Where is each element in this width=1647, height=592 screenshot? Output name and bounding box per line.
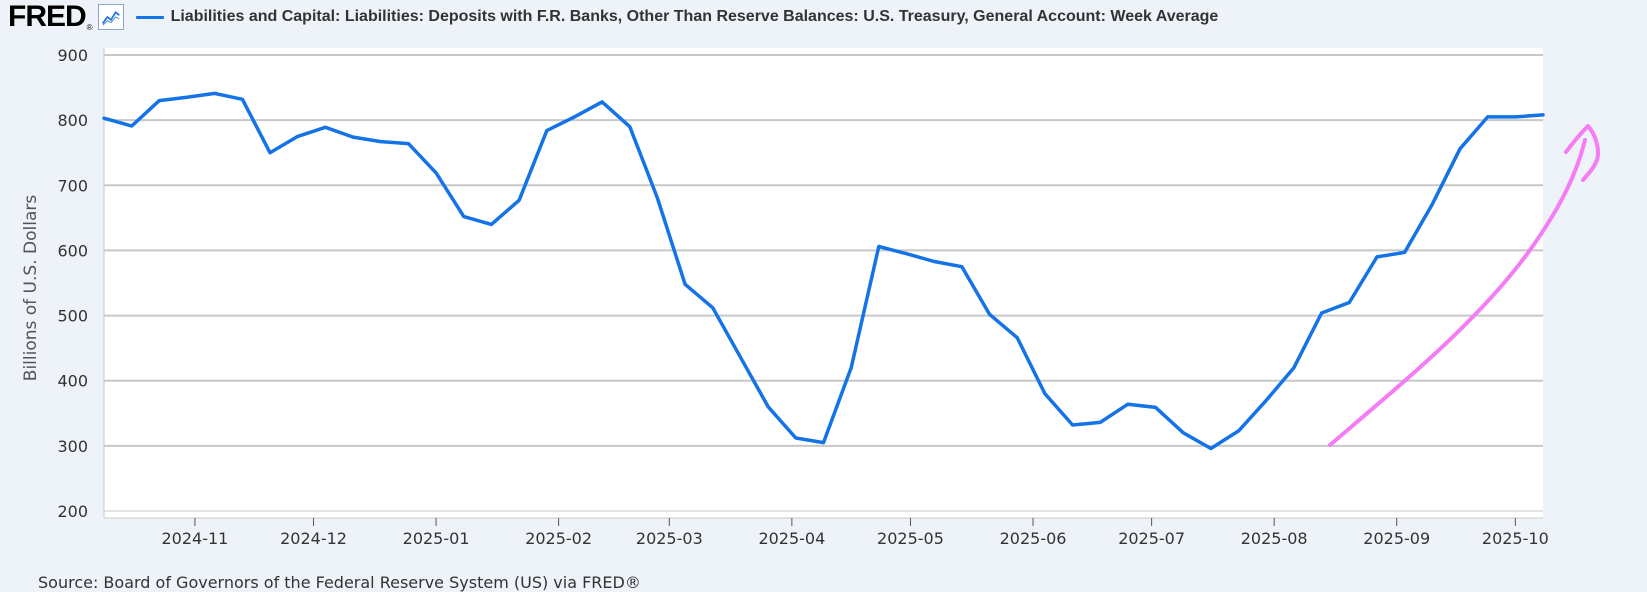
data-point-2025-02-12[interactable]	[600, 100, 604, 104]
x-tick-label-2024-12: 2024-12	[280, 529, 347, 548]
data-point-2024-11-27[interactable]	[296, 134, 300, 138]
data-point-2024-11-20[interactable]	[268, 151, 272, 155]
data-point-2025-04-23[interactable]	[877, 245, 881, 248]
data-point-2024-12-11[interactable]	[351, 135, 355, 139]
data-point-2025-07-02[interactable]	[1154, 405, 1158, 409]
data-point-2025-08-13[interactable]	[1320, 311, 1324, 315]
fred-logo-text: FRED	[8, 0, 87, 33]
data-point-2025-07-09[interactable]	[1181, 431, 1185, 435]
data-point-2025-10-08[interactable]	[1541, 113, 1545, 117]
y-tick-label-900: 900	[57, 46, 88, 65]
chart-header: FRED® Liabilities and Capital: Liabiliti…	[8, 0, 1218, 34]
x-tick-label-2025-02: 2025-02	[525, 529, 592, 548]
data-point-2025-05-28[interactable]	[1015, 336, 1019, 340]
data-point-2025-06-18[interactable]	[1098, 420, 1102, 424]
data-point-2024-11-13[interactable]	[240, 97, 244, 101]
data-point-2025-08-20[interactable]	[1347, 301, 1351, 304]
data-point-2024-12-25[interactable]	[406, 142, 410, 146]
arrow-stroke	[1328, 138, 1587, 447]
data-point-2025-08-06[interactable]	[1292, 366, 1296, 370]
data-point-2025-02-05[interactable]	[572, 115, 576, 119]
line-chart-icon[interactable]	[97, 4, 124, 30]
data-point-2025-10-01[interactable]	[1513, 115, 1517, 119]
data-point-2025-06-25[interactable]	[1126, 402, 1130, 406]
y-tick-label-700: 700	[57, 176, 88, 195]
data-point-2025-03-26[interactable]	[766, 405, 770, 409]
data-point-2025-03-19[interactable]	[739, 355, 742, 359]
data-point-2025-02-19[interactable]	[628, 125, 632, 129]
y-tick-label-800: 800	[57, 111, 88, 130]
series-title[interactable]: Liabilities and Capital: Liabilities: De…	[170, 8, 1219, 25]
data-point-2025-05-07[interactable]	[932, 260, 936, 263]
data-point-2025-06-04[interactable]	[1043, 392, 1047, 396]
series-points	[102, 91, 1545, 450]
data-point-2025-05-21[interactable]	[988, 312, 991, 316]
data-point-2025-07-30[interactable]	[1264, 398, 1268, 402]
y-axis-ticks: 200 300 400 500 600 700 800 900	[57, 46, 88, 521]
data-point-2025-08-27[interactable]	[1375, 255, 1379, 259]
x-tick-label-2025-05: 2025-05	[877, 529, 944, 548]
x-tick-label-2025-04: 2025-04	[758, 529, 825, 548]
data-point-2024-10-16[interactable]	[130, 124, 134, 128]
data-point-2025-04-16[interactable]	[849, 366, 853, 370]
registered-mark: ®	[86, 23, 93, 32]
x-tick-label-2025-01: 2025-01	[403, 529, 470, 548]
x-tick-label-2025-09: 2025-09	[1363, 529, 1430, 548]
data-point-2025-07-23[interactable]	[1237, 429, 1241, 433]
arrow-head	[1564, 124, 1600, 182]
data-point-2024-12-18[interactable]	[379, 140, 383, 144]
data-point-2025-09-03[interactable]	[1403, 250, 1407, 254]
data-point-2025-06-11[interactable]	[1071, 423, 1075, 427]
y-tick-label-200: 200	[57, 502, 88, 521]
data-point-2025-04-30[interactable]	[905, 252, 908, 256]
data-point-2025-09-10[interactable]	[1430, 202, 1434, 206]
x-tick-label-2025-03: 2025-03	[636, 529, 703, 548]
grid-lines	[104, 54, 1543, 519]
source-note[interactable]: Source: Board of Governors of the Federa…	[38, 573, 641, 592]
data-point-2024-12-04[interactable]	[323, 125, 327, 129]
x-tick-label-2024-11: 2024-11	[161, 529, 228, 548]
x-axis-ticks: 2024-11 2024-12 2025-01 2025-02 2025-03 2025-…	[161, 518, 1549, 548]
data-point-2025-04-09[interactable]	[822, 441, 825, 445]
y-tick-label-300: 300	[57, 437, 88, 456]
x-tick-label-2025-10: 2025-10	[1482, 529, 1549, 548]
data-point-2025-04-02[interactable]	[794, 436, 798, 440]
legend-swatch	[135, 15, 164, 19]
x-tick-label-2025-08: 2025-08	[1241, 529, 1308, 548]
y-tick-label-400: 400	[57, 372, 88, 391]
data-point-2024-11-06[interactable]	[213, 91, 217, 95]
data-point-2025-09-24[interactable]	[1486, 115, 1490, 119]
data-point-2024-10-09[interactable]	[102, 116, 106, 120]
x-tick-label-2025-06: 2025-06	[1000, 529, 1067, 548]
data-point-2025-01-22[interactable]	[517, 198, 521, 202]
data-point-2025-01-15[interactable]	[489, 222, 493, 226]
data-point-2025-01-01[interactable]	[434, 171, 438, 175]
data-point-2025-01-08[interactable]	[462, 215, 466, 219]
plot-area	[104, 48, 1543, 518]
data-point-2025-01-29[interactable]	[545, 129, 549, 133]
data-point-2025-03-05[interactable]	[683, 282, 687, 286]
x-tick-label-2025-07: 2025-07	[1118, 529, 1185, 548]
data-point-2025-05-14[interactable]	[960, 265, 964, 269]
y-tick-label-500: 500	[57, 307, 88, 326]
y-axis-label: Billions of U.S. Dollars	[21, 195, 41, 382]
data-point-2025-09-17[interactable]	[1458, 147, 1462, 151]
data-point-2025-03-12[interactable]	[711, 306, 715, 310]
data-point-2024-10-30[interactable]	[185, 95, 189, 99]
data-point-2025-07-16[interactable]	[1209, 447, 1213, 450]
data-point-2024-10-23[interactable]	[157, 99, 161, 103]
y-tick-label-600: 600	[57, 241, 88, 260]
data-point-2025-02-26[interactable]	[656, 196, 659, 200]
fred-logo[interactable]: FRED®	[8, 0, 93, 33]
handdrawn-arrow-annotation	[1328, 124, 1600, 447]
